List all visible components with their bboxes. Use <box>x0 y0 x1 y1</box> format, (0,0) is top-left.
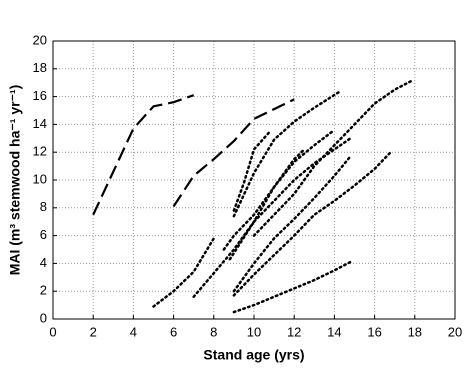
series-line <box>172 98 295 208</box>
plot-frame <box>52 40 456 320</box>
series-line <box>252 80 413 237</box>
x-tick-label: 8 <box>210 324 217 339</box>
y-tick-label: 10 <box>33 171 47 186</box>
series-line <box>232 260 352 314</box>
x-tick-label: 12 <box>287 324 301 339</box>
series-line <box>222 148 306 251</box>
series-line <box>232 150 392 297</box>
y-tick-label: 6 <box>40 227 47 242</box>
y-tick-label: 4 <box>40 255 47 270</box>
x-tick-label: 2 <box>90 324 97 339</box>
x-tick-label: 0 <box>49 324 56 339</box>
series-line <box>228 137 352 261</box>
series-line <box>232 130 272 212</box>
series-line <box>232 155 352 293</box>
x-tick-label: 20 <box>448 324 462 339</box>
y-tick-label: 0 <box>40 310 47 325</box>
y-tick-label: 2 <box>40 283 47 298</box>
y-tick-label: 20 <box>33 32 47 47</box>
series-line <box>232 91 340 218</box>
x-tick-label: 16 <box>367 324 381 339</box>
y-tick-label: 18 <box>33 60 47 75</box>
y-tick-label: 14 <box>33 116 47 131</box>
y-tick-label: 16 <box>33 88 47 103</box>
x-tick-label: 18 <box>408 324 422 339</box>
y-tick-label: 8 <box>40 199 47 214</box>
x-tick-label: 4 <box>130 324 137 339</box>
y-axis-title: MAI (m³ stemwood ha⁻¹ yr⁻¹) <box>7 85 23 276</box>
series-line <box>92 94 195 216</box>
x-tick-label: 14 <box>327 324 341 339</box>
x-axis-title: Stand age (yrs) <box>203 347 304 363</box>
x-tick-label: 10 <box>247 324 261 339</box>
series-line <box>152 237 216 308</box>
series-line <box>192 128 336 299</box>
y-tick-label: 12 <box>33 144 47 159</box>
x-tick-label: 6 <box>170 324 177 339</box>
